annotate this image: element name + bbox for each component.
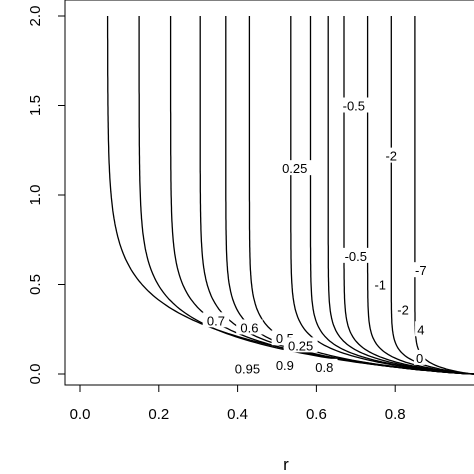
contour-line	[390, 16, 474, 375]
contour-label-bg	[336, 97, 371, 113]
contour-label: 4	[417, 322, 424, 337]
x-tick-label: 0.0	[70, 406, 91, 423]
contour-line	[169, 16, 474, 375]
contour-label: -7	[415, 263, 427, 278]
y-tick-label: 0.0	[27, 364, 44, 385]
contour-label-bg	[413, 349, 426, 365]
contour-label: -2	[385, 149, 397, 164]
contour-label-bg	[202, 312, 230, 328]
contour-line	[343, 16, 474, 375]
contour-labels: 0.950.90.80.70.60.50.250.25-0.5-2-0.5-1-…	[202, 97, 431, 377]
contour-line	[309, 16, 474, 375]
contour-label-bg	[283, 337, 318, 353]
contour-label: -2	[397, 303, 409, 318]
contour-label: 0.9	[276, 358, 294, 373]
contour-label-bg	[411, 262, 431, 278]
contour-label-bg	[277, 160, 312, 176]
contour-line	[327, 16, 474, 375]
contour-label-bg	[271, 357, 299, 373]
contour-label: 0.25	[288, 338, 313, 353]
contour-line	[290, 16, 474, 375]
contour-label-bg	[393, 301, 413, 317]
contour-line	[366, 16, 474, 375]
y-tick-label: 1.0	[27, 185, 44, 206]
contour-label: -0.5	[345, 249, 367, 264]
y-tick-label: 0.5	[27, 274, 44, 295]
contour-label: 0.6	[240, 320, 258, 335]
contour-lines	[106, 16, 474, 375]
contour-label-bg	[370, 276, 390, 292]
x-tick-label: 0.8	[385, 406, 406, 423]
contour-label: 0.95	[235, 362, 260, 377]
contour-label-bg	[381, 147, 401, 163]
contour-label-bg	[311, 358, 338, 374]
contour-label: -0.5	[343, 99, 365, 114]
y-axis-ticks: 0.0 0.5 1.0 1.5 2.0	[27, 6, 65, 385]
contour-label: 0.8	[315, 360, 333, 375]
x-tick-label: 0.4	[227, 406, 248, 423]
contour-line	[138, 16, 474, 375]
y-tick-label: 1.5	[27, 95, 44, 116]
x-tick-label: 0.6	[306, 406, 327, 423]
y-tick-label: 2.0	[27, 6, 44, 27]
x-axis-ticks: 0.0 0.2 0.4 0.6 0.8	[70, 385, 406, 423]
contour-line	[248, 16, 474, 375]
contour-label-bg	[236, 319, 263, 335]
contour-label-bg	[338, 247, 373, 263]
plot-frame	[64, 0, 474, 386]
contour-label-bg	[230, 360, 265, 376]
contour-label: -1	[374, 278, 386, 293]
contour-label: 0.25	[282, 161, 307, 176]
contour-line	[225, 16, 474, 375]
x-tick-label: 0.2	[148, 406, 169, 423]
contour-label-bg	[415, 321, 427, 337]
x-axis-title: r	[283, 455, 289, 474]
contour-label: 0.7	[207, 313, 225, 328]
contour-line	[414, 16, 474, 375]
contour-label: 0	[416, 351, 423, 366]
